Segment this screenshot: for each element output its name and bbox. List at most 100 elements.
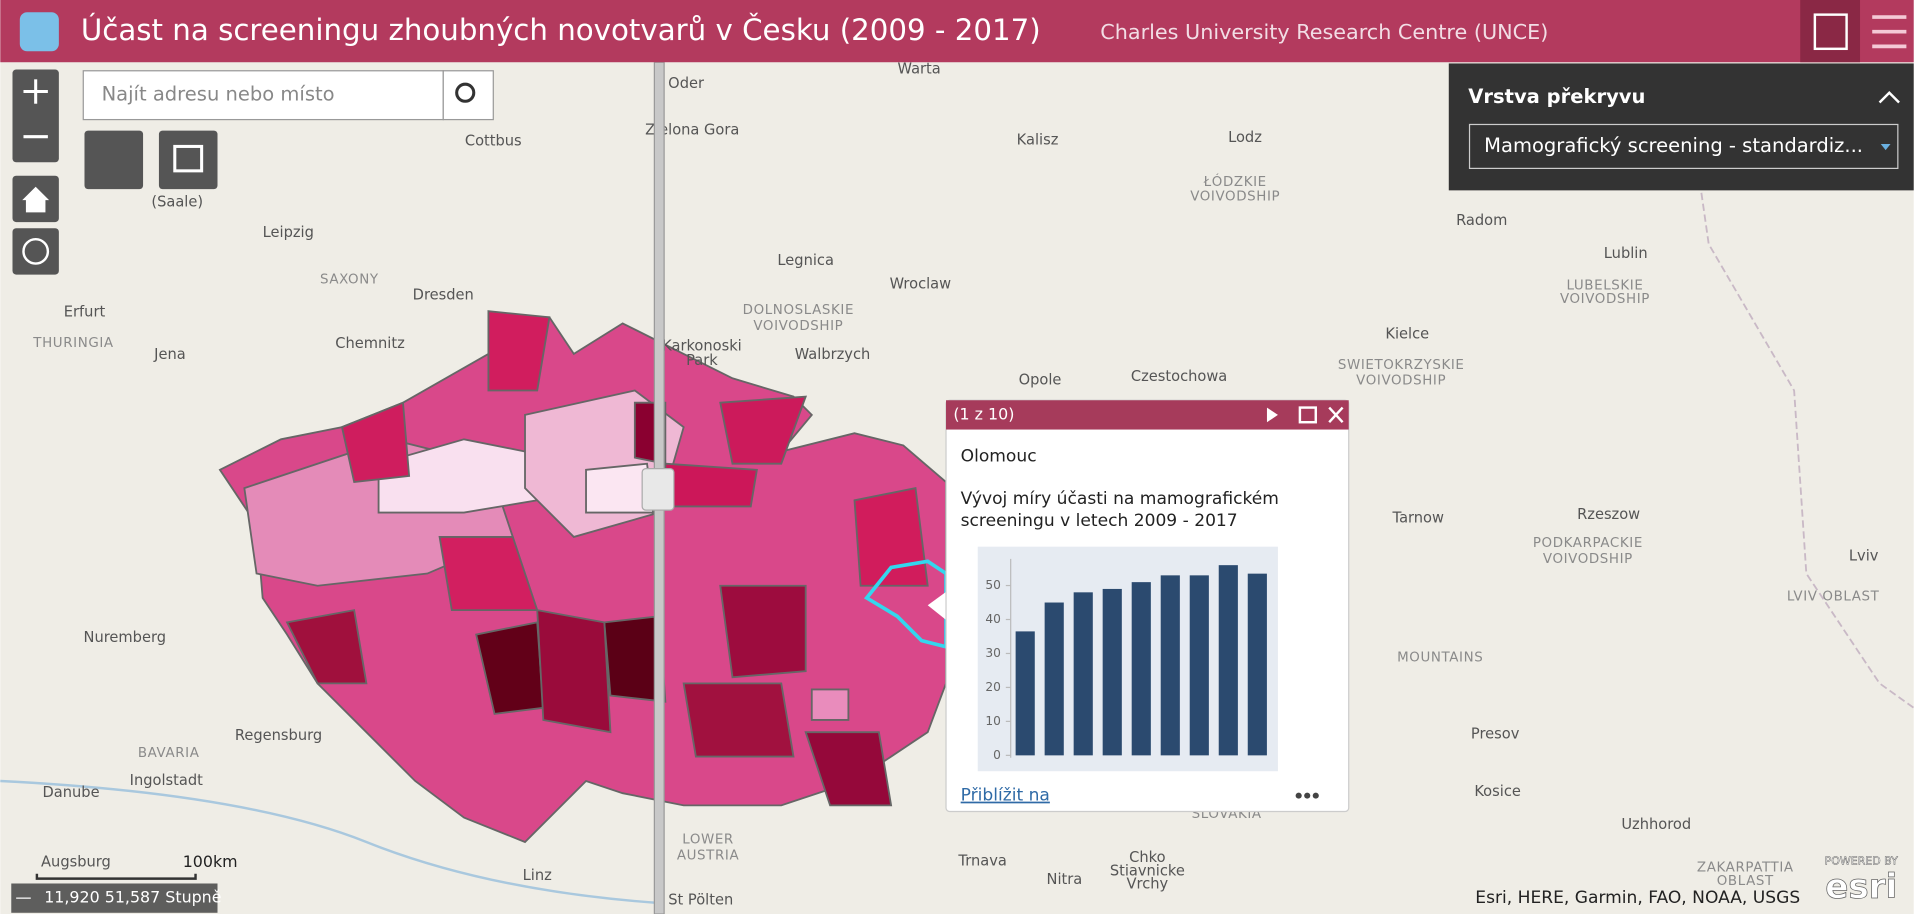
swipe-icon — [1813, 13, 1848, 51]
app-logo — [19, 12, 59, 52]
choropleth — [218, 310, 947, 844]
bar — [1044, 602, 1064, 756]
search-input[interactable] — [82, 70, 444, 121]
map-label: Chemnitz — [335, 335, 405, 352]
maximize-button[interactable] — [1298, 406, 1317, 424]
print-icon — [173, 144, 204, 173]
map-label: Leipzig — [263, 224, 314, 241]
swipe-handle[interactable] — [641, 467, 675, 511]
map-label: Legnica — [777, 252, 834, 269]
y-tick-label: 0 — [993, 748, 1001, 762]
river — [0, 779, 660, 905]
map-label: Stiavnicke — [1110, 862, 1185, 879]
map-label: Trnava — [957, 853, 1006, 870]
map-label: Kosice — [1474, 783, 1521, 800]
collapse-button[interactable] — [1878, 91, 1900, 104]
map-label: SWIETOKRZYSKIE — [1338, 358, 1465, 373]
chart-title: Vývoj míry účasti na mamografickém — [961, 489, 1279, 509]
map-label: Augsburg — [41, 854, 111, 871]
border — [1683, 73, 1914, 709]
y-tick-label: 50 — [985, 578, 1001, 592]
map-label: Park — [686, 352, 718, 369]
coords-box — [11, 883, 218, 913]
search-button[interactable] — [442, 70, 494, 121]
locate-icon — [22, 237, 50, 265]
more-button[interactable] — [1295, 792, 1319, 799]
map-label: Oder — [668, 75, 705, 92]
y-tick-label: 10 — [985, 714, 1001, 728]
scale-bar — [35, 873, 197, 880]
y-tick-label: 40 — [985, 612, 1001, 626]
map-label: Presov — [1471, 726, 1520, 743]
layer-panel-title: Vrstva překryvu — [1468, 85, 1645, 108]
map-label: Dresden — [413, 286, 474, 303]
map-label: Nitra — [1047, 871, 1083, 888]
y-tick-label: 30 — [985, 646, 1001, 660]
map-label: THURINGIA — [32, 336, 114, 351]
map-label: Erfurt — [64, 303, 106, 320]
map-label: Uzhhorod — [1621, 816, 1691, 833]
map-label: Wroclaw — [890, 275, 952, 292]
select-arrow — [1880, 143, 1891, 151]
map-label: Radom — [1456, 212, 1507, 229]
share-button[interactable] — [84, 130, 144, 190]
layer-select[interactable] — [1468, 123, 1899, 170]
home-icon — [22, 186, 50, 213]
search-placeholder: Najít adresu nebo místo — [102, 83, 335, 106]
map-label: MOUNTAINS — [1397, 651, 1483, 666]
map-label: Tarnow — [1392, 510, 1444, 527]
map-label: LVIV OBLAST — [1787, 590, 1880, 605]
map-label: AUSTRIA — [677, 848, 740, 863]
menu-button[interactable] — [1872, 15, 1907, 49]
scale-label: 100km — [183, 852, 238, 871]
map-label: (Saale) — [151, 194, 203, 211]
y-tick-label: 20 — [985, 680, 1001, 694]
bar — [1102, 588, 1122, 756]
map-label: Karkonoski — [662, 338, 742, 355]
map-label: Lublin — [1604, 245, 1648, 262]
bar — [1015, 631, 1035, 756]
locate-button[interactable] — [12, 228, 59, 275]
map-label: VOIVODSHIP — [1560, 292, 1650, 307]
bar — [1160, 575, 1180, 756]
map-label: ZAKARPATTIA — [1697, 861, 1794, 876]
map-label: VOIVODSHIP — [753, 319, 843, 334]
map-label: BAVARIA — [138, 746, 200, 761]
popup: (1 z 10) Olomouc Vývoj míry účasti na ma… — [927, 399, 1350, 813]
map-label: Regensburg — [235, 727, 322, 744]
map-label: SAXONY — [320, 272, 379, 287]
next-button[interactable] — [1266, 407, 1278, 423]
zoom-link[interactable]: Přiblížit na — [961, 786, 1050, 806]
bar — [1131, 582, 1151, 756]
esri-logo: esri — [1825, 867, 1897, 907]
app-subtitle: Charles University Research Centre (UNCE… — [1100, 20, 1548, 44]
zoom-in[interactable] — [23, 79, 48, 104]
header — [0, 0, 1914, 63]
attribution: Esri, HERE, Garmin, FAO, NOAA, USGS — [1475, 888, 1800, 908]
map-label: Cottbus — [465, 133, 522, 150]
search-icon — [455, 82, 476, 103]
map-label: Rzeszow — [1577, 506, 1640, 523]
close-button[interactable] — [1328, 406, 1344, 424]
powered-by: POWERED BY — [1825, 855, 1898, 868]
map-label: Czestochowa — [1131, 368, 1227, 385]
print-button[interactable] — [158, 130, 218, 190]
layer-select-value: Mamografický screening - standardiz... — [1484, 134, 1863, 157]
map-label: VOIVODSHIP — [1543, 552, 1633, 567]
coordinates: 11,920 51,587 Stupně — [44, 888, 221, 907]
map-label: Nuremberg — [84, 629, 166, 646]
map-label: Warta — [898, 61, 941, 78]
chart-title: screeningu v letech 2009 - 2017 — [961, 511, 1238, 531]
bar — [1218, 565, 1238, 756]
map-label: Jena — [153, 346, 186, 363]
app-title: Účast na screeningu zhoubných novotvarů … — [81, 11, 1041, 47]
map-label: Danube — [43, 784, 100, 801]
popup-counter: (1 z 10) — [953, 404, 1014, 423]
map-label: Lodz — [1228, 129, 1262, 146]
swipe-button[interactable] — [1800, 0, 1861, 63]
map-label: Zielona Gora — [645, 122, 739, 139]
map-label: VOIVODSHIP — [1356, 374, 1446, 389]
map-label: Ingolstadt — [130, 772, 203, 789]
